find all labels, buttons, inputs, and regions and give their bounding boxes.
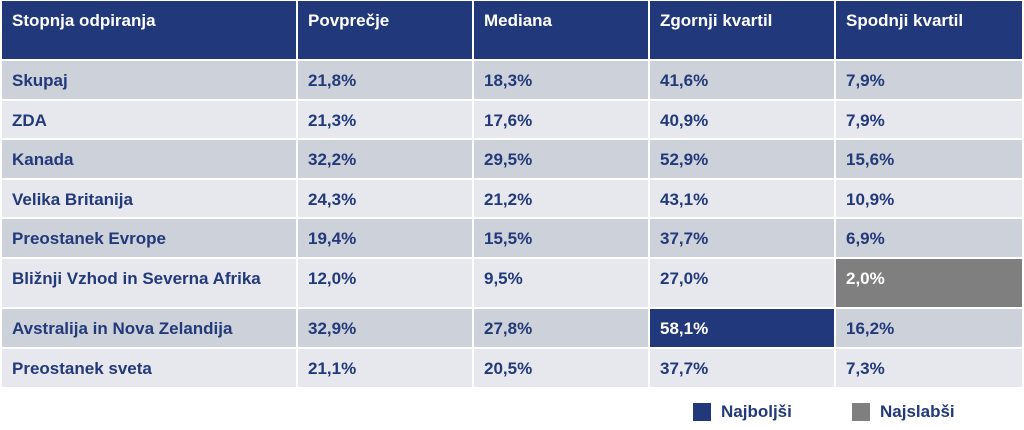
row-label: Preostanek sveta	[2, 349, 298, 387]
table-cell: 12,0%	[298, 259, 474, 307]
table-cell: 16,2%	[836, 309, 1022, 347]
table-cell: 7,9%	[836, 61, 1022, 99]
best-swatch	[693, 403, 711, 421]
legend-item-best: Najboljši	[693, 402, 792, 422]
table-cell: 41,6%	[650, 61, 836, 99]
table-cell: 24,3%	[298, 180, 474, 217]
table-cell: 18,3%	[474, 61, 650, 99]
table-cell: 20,5%	[474, 349, 650, 387]
table-row: Avstralija in Nova Zelandija 32,9% 27,8%…	[2, 309, 1022, 349]
legend-item-worst: Najslabši	[852, 402, 955, 422]
table-cell: 7,3%	[836, 349, 1022, 387]
table-cell: 7,9%	[836, 101, 1022, 138]
table-cell: 9,5%	[474, 259, 650, 307]
legend: Najboljši Najslabši	[0, 402, 1024, 424]
table-cell: 37,7%	[650, 349, 836, 387]
table-cell: 27,8%	[474, 309, 650, 347]
table-cell: 52,9%	[650, 140, 836, 178]
table-cell: 37,7%	[650, 219, 836, 257]
row-label: Bližnji Vzhod in Severna Afrika	[2, 259, 298, 307]
table-cell: 29,5%	[474, 140, 650, 178]
table-row: Velika Britanija 24,3% 21,2% 43,1% 10,9%	[2, 180, 1022, 219]
table-cell: 15,6%	[836, 140, 1022, 178]
table-cell: 43,1%	[650, 180, 836, 217]
table-cell: 27,0%	[650, 259, 836, 307]
table-header-row: Stopnja odpiranja Povprečje Mediana Zgor…	[2, 1, 1022, 61]
header-cell: Spodnji kvartil	[836, 1, 1022, 59]
table-row: ZDA 21,3% 17,6% 40,9% 7,9%	[2, 101, 1022, 140]
table-cell: 21,2%	[474, 180, 650, 217]
table-cell: 32,2%	[298, 140, 474, 178]
table-row: Preostanek sveta 21,1% 20,5% 37,7% 7,3%	[2, 349, 1022, 389]
row-label: ZDA	[2, 101, 298, 138]
table-cell: 21,1%	[298, 349, 474, 387]
table-row: Skupaj 21,8% 18,3% 41,6% 7,9%	[2, 61, 1022, 101]
row-label: Velika Britanija	[2, 180, 298, 217]
row-label: Skupaj	[2, 61, 298, 99]
table-row: Preostanek Evrope 19,4% 15,5% 37,7% 6,9%	[2, 219, 1022, 259]
row-label: Avstralija in Nova Zelandija	[2, 309, 298, 347]
worst-value-cell: 2,0%	[836, 259, 1022, 307]
table-cell: 21,8%	[298, 61, 474, 99]
table-cell: 10,9%	[836, 180, 1022, 217]
table-row: Bližnji Vzhod in Severna Afrika 12,0% 9,…	[2, 259, 1022, 309]
header-cell: Povprečje	[298, 1, 474, 59]
best-value-cell: 58,1%	[650, 309, 836, 347]
row-label: Preostanek Evrope	[2, 219, 298, 257]
header-cell: Stopnja odpiranja	[2, 1, 298, 59]
data-table: Stopnja odpiranja Povprečje Mediana Zgor…	[2, 1, 1022, 389]
row-label: Kanada	[2, 140, 298, 178]
table-cell: 32,9%	[298, 309, 474, 347]
table-cell: 21,3%	[298, 101, 474, 138]
header-cell: Mediana	[474, 1, 650, 59]
worst-swatch	[852, 403, 870, 421]
table-row: Kanada 32,2% 29,5% 52,9% 15,6%	[2, 140, 1022, 180]
legend-label-best: Najboljši	[721, 402, 792, 421]
table-cell: 15,5%	[474, 219, 650, 257]
table-cell: 19,4%	[298, 219, 474, 257]
table-cell: 40,9%	[650, 101, 836, 138]
table-cell: 17,6%	[474, 101, 650, 138]
legend-label-worst: Najslabši	[880, 402, 955, 421]
header-cell: Zgornji kvartil	[650, 1, 836, 59]
table-cell: 6,9%	[836, 219, 1022, 257]
